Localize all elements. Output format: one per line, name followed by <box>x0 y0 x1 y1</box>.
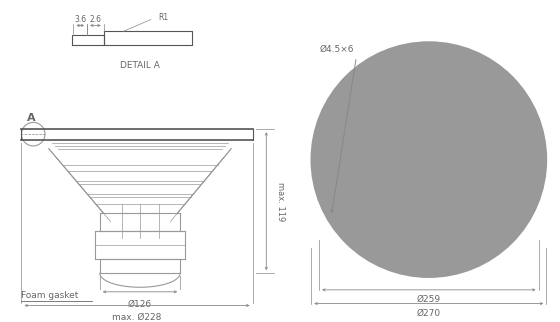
Text: Ø4.5×6: Ø4.5×6 <box>320 45 354 54</box>
Text: max. 119: max. 119 <box>276 182 285 221</box>
Circle shape <box>311 42 547 277</box>
Text: DETAIL A: DETAIL A <box>120 61 160 70</box>
Text: Ø270: Ø270 <box>417 308 441 317</box>
Text: R1: R1 <box>158 13 169 22</box>
Text: Ø259: Ø259 <box>417 295 441 304</box>
Text: Ø126: Ø126 <box>128 300 152 309</box>
Text: 3.6: 3.6 <box>74 15 86 24</box>
Text: max. Ø228: max. Ø228 <box>113 312 162 321</box>
Text: 2.6: 2.6 <box>90 15 101 24</box>
Text: Foam gasket: Foam gasket <box>21 291 79 300</box>
Text: A: A <box>27 112 36 122</box>
